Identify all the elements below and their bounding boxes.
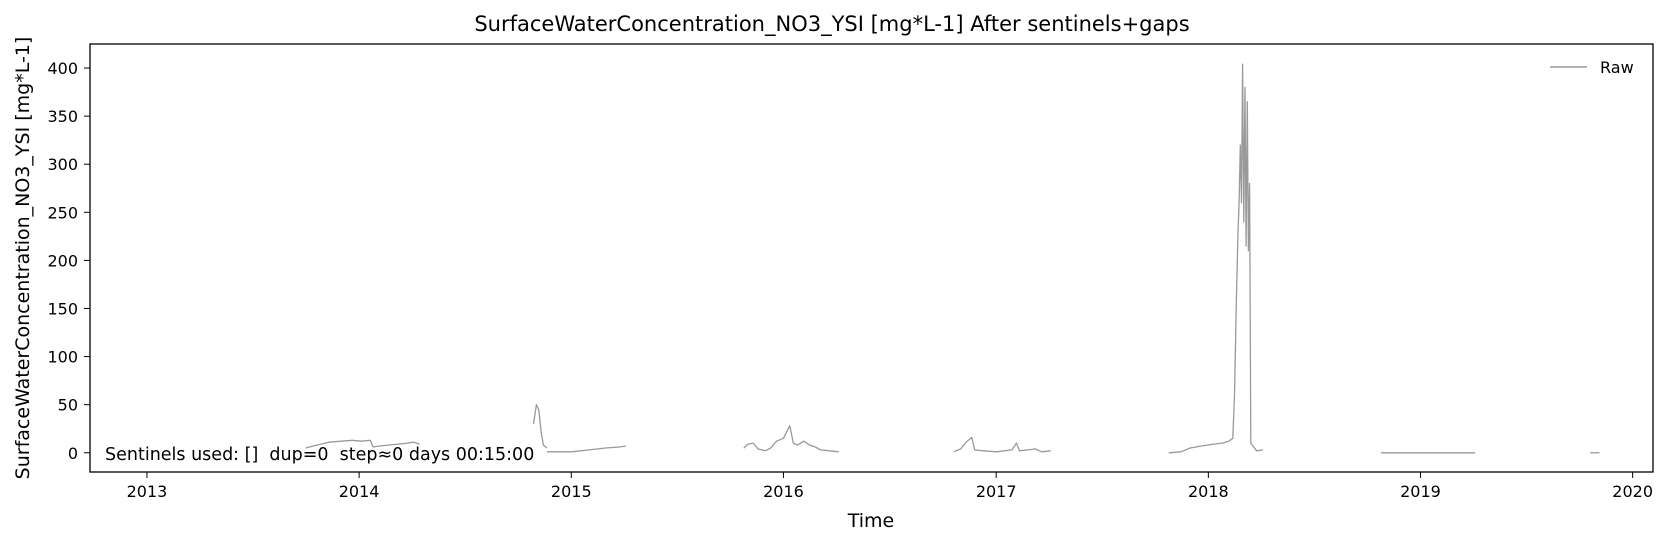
series-layer [305,63,1600,454]
annotation-text: Sentinels used: [] dup=0 step≈0 days 00:… [105,445,534,465]
series-line-raw [305,439,420,449]
series-line-raw [532,404,548,449]
series-line-raw [953,436,1051,453]
legend: Raw [1550,58,1634,77]
x-tick-label: 2016 [763,482,804,501]
y-tick-label: 0 [68,444,78,463]
y-tick-label: 250 [47,203,78,222]
y-tick-label: 400 [47,59,78,78]
x-tick-label: 2020 [1612,482,1653,501]
x-tick-label: 2018 [1188,482,1229,501]
y-tick-label: 350 [47,107,78,126]
x-tick-label: 2013 [127,482,168,501]
x-tick-label: 2019 [1400,482,1441,501]
x-axis-label: Time [847,510,895,532]
series-line-raw [743,425,839,453]
x-axis: 2013 2014 2015 2016 2017 2018 2019 2020 [127,472,1653,501]
series-line-raw [1168,63,1264,454]
series-line-raw [546,445,627,453]
y-tick-label: 100 [47,348,78,367]
y-tick-label: 200 [47,251,78,270]
y-tick-label: 300 [47,155,78,174]
x-tick-label: 2017 [976,482,1017,501]
x-tick-label: 2015 [551,482,592,501]
y-tick-label: 150 [47,299,78,318]
y-axis-label: SurfaceWaterConcentration_NO3_YSI [mg*L-… [12,37,34,480]
legend-label-raw: Raw [1600,58,1634,77]
plot-area-frame [89,43,1654,473]
chart-title: SurfaceWaterConcentration_NO3_YSI [mg*L-… [474,12,1189,37]
y-tick-label: 50 [58,396,78,415]
x-tick-label: 2014 [339,482,380,501]
y-axis: 0 50 100 150 200 250 300 350 400 [47,59,90,463]
